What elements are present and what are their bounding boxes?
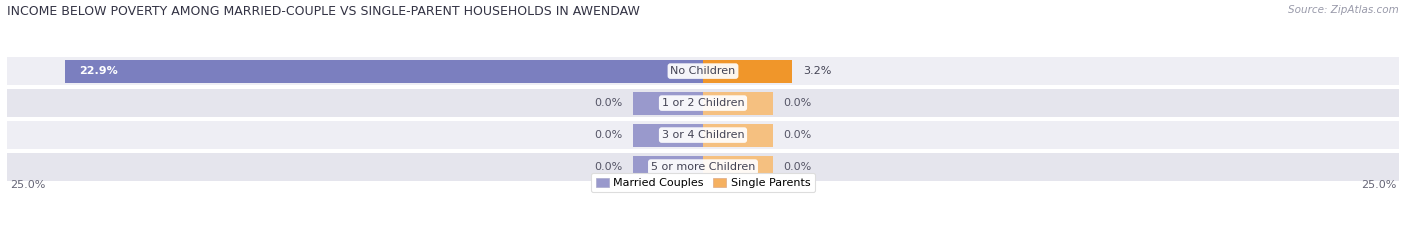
Text: No Children: No Children bbox=[671, 66, 735, 76]
Bar bbox=[633, 92, 703, 115]
Bar bbox=[66, 60, 703, 83]
Bar bbox=[633, 156, 703, 178]
Legend: Married Couples, Single Parents: Married Couples, Single Parents bbox=[592, 173, 814, 192]
Bar bbox=[7, 121, 1399, 150]
Bar bbox=[7, 57, 1399, 86]
Text: 0.0%: 0.0% bbox=[593, 130, 623, 140]
Text: Source: ZipAtlas.com: Source: ZipAtlas.com bbox=[1288, 5, 1399, 15]
Bar bbox=[7, 89, 1399, 117]
Bar bbox=[703, 123, 773, 147]
Bar bbox=[703, 156, 773, 178]
Text: 5 or more Children: 5 or more Children bbox=[651, 162, 755, 172]
Bar bbox=[7, 153, 1399, 182]
Text: 3.2%: 3.2% bbox=[803, 66, 831, 76]
Text: 0.0%: 0.0% bbox=[783, 130, 813, 140]
Text: 0.0%: 0.0% bbox=[783, 98, 813, 108]
Bar bbox=[703, 92, 773, 115]
Bar bbox=[633, 123, 703, 147]
Text: 3 or 4 Children: 3 or 4 Children bbox=[662, 130, 744, 140]
Text: 22.9%: 22.9% bbox=[79, 66, 118, 76]
Text: 0.0%: 0.0% bbox=[783, 162, 813, 172]
Text: 0.0%: 0.0% bbox=[593, 162, 623, 172]
Text: 1 or 2 Children: 1 or 2 Children bbox=[662, 98, 744, 108]
Text: 0.0%: 0.0% bbox=[593, 98, 623, 108]
Text: 25.0%: 25.0% bbox=[1361, 180, 1396, 190]
Bar bbox=[703, 60, 792, 83]
Text: INCOME BELOW POVERTY AMONG MARRIED-COUPLE VS SINGLE-PARENT HOUSEHOLDS IN AWENDAW: INCOME BELOW POVERTY AMONG MARRIED-COUPL… bbox=[7, 5, 640, 18]
Text: 25.0%: 25.0% bbox=[10, 180, 45, 190]
